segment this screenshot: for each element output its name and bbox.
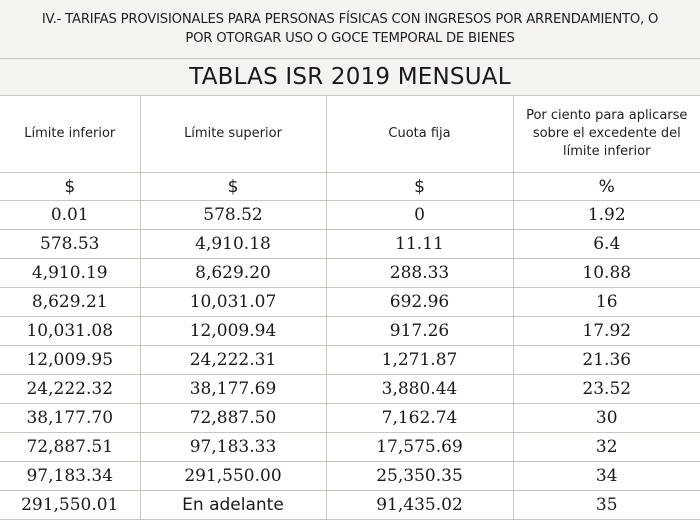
table-cell: 12,009.94	[140, 316, 327, 346]
table-cell: 11.11	[326, 229, 514, 259]
table-cell: En adelante	[140, 490, 327, 520]
table-cell: 23.52	[513, 374, 700, 404]
table-row: 8,629.21 10,031.07 692.96 16	[0, 287, 700, 317]
table-row: 24,222.32 38,177.69 3,880.44 23.52	[0, 374, 700, 404]
table-cell: 35	[513, 490, 700, 520]
table-cell: 97,183.33	[140, 432, 327, 462]
table-cell: 3,880.44	[326, 374, 514, 404]
table-row: 72,887.51 97,183.33 17,575.69 32	[0, 432, 700, 462]
table-cell: 17,575.69	[326, 432, 514, 462]
unit-cell: %	[513, 172, 700, 201]
table-row: 578.53 4,910.18 11.11 6.4	[0, 229, 700, 259]
table-cell: 10,031.08	[0, 316, 141, 346]
table-row: 0.01 578.52 0 1.92	[0, 200, 700, 230]
column-header-por-ciento: Por ciento para aplicarse sobre el exced…	[513, 96, 700, 173]
table-cell: 4,910.18	[140, 229, 327, 259]
table-row: 4,910.19 8,629.20 288.33 10.88	[0, 258, 700, 288]
column-header-limite-inferior: Límite inferior	[0, 96, 141, 173]
tariff-table: Límite inferior Límite superior Cuota fi…	[0, 96, 700, 520]
units-row: $ $ $ %	[0, 172, 700, 201]
table-row: 12,009.95 24,222.31 1,271.87 21.36	[0, 345, 700, 375]
table-cell: 291,550.01	[0, 490, 141, 520]
table-row: 291,550.01 En adelante 91,435.02 35	[0, 490, 700, 520]
table-cell: 0.01	[0, 200, 141, 230]
table-cell: 17.92	[513, 316, 700, 346]
table-cell: 4,910.19	[0, 258, 141, 288]
section-header: IV.- TARIFAS PROVISIONALES PARA PERSONAS…	[0, 0, 700, 59]
table-cell: 7,162.74	[326, 403, 514, 433]
table-cell: 91,435.02	[326, 490, 514, 520]
table-cell: 38,177.69	[140, 374, 327, 404]
table-cell: 32	[513, 432, 700, 462]
table-cell: 578.53	[0, 229, 141, 259]
table-cell: 21.36	[513, 345, 700, 375]
table-title: TABLAS ISR 2019 MENSUAL	[189, 64, 511, 90]
table-cell: 24,222.31	[140, 345, 327, 375]
table-cell: 8,629.21	[0, 287, 141, 317]
table-cell: 24,222.32	[0, 374, 141, 404]
table-cell: 917.26	[326, 316, 514, 346]
table-cell: 692.96	[326, 287, 514, 317]
column-header-row: Límite inferior Límite superior Cuota fi…	[0, 96, 700, 173]
table-title-bar: TABLAS ISR 2019 MENSUAL	[0, 59, 700, 96]
unit-cell: $	[326, 172, 514, 201]
table-row: 38,177.70 72,887.50 7,162.74 30	[0, 403, 700, 433]
table-cell: 16	[513, 287, 700, 317]
table-cell: 10.88	[513, 258, 700, 288]
table-cell: 8,629.20	[140, 258, 327, 288]
column-header-cuota-fija: Cuota fija	[326, 96, 514, 173]
section-header-line-1: IV.- TARIFAS PROVISIONALES PARA PERSONAS…	[41, 12, 659, 27]
table-cell: 10,031.07	[140, 287, 327, 317]
table-cell: 25,350.35	[326, 461, 514, 491]
table-cell: 1,271.87	[326, 345, 514, 375]
table-row: 10,031.08 12,009.94 917.26 17.92	[0, 316, 700, 346]
table-cell: 72,887.51	[0, 432, 141, 462]
table-cell: 34	[513, 461, 700, 491]
table-cell: 0	[326, 200, 514, 230]
table-cell: 291,550.00	[140, 461, 327, 491]
table-cell: 30	[513, 403, 700, 433]
column-header-limite-superior: Límite superior	[140, 96, 327, 173]
table-cell: 12,009.95	[0, 345, 141, 375]
table-cell: 6.4	[513, 229, 700, 259]
table-cell: 72,887.50	[140, 403, 327, 433]
unit-cell: $	[140, 172, 327, 201]
table-cell: 38,177.70	[0, 403, 141, 433]
section-header-text: IV.- TARIFAS PROVISIONALES PARA PERSONAS…	[36, 10, 664, 48]
unit-cell: $	[0, 172, 141, 201]
table-cell: 288.33	[326, 258, 514, 288]
table-row: 97,183.34 291,550.00 25,350.35 34	[0, 461, 700, 491]
table-cell: 97,183.34	[0, 461, 141, 491]
table-cell: 1.92	[513, 200, 700, 230]
section-header-line-2: POR OTORGAR USO O GOCE TEMPORAL DE BIENE…	[185, 31, 515, 46]
table-cell: 578.52	[140, 200, 327, 230]
